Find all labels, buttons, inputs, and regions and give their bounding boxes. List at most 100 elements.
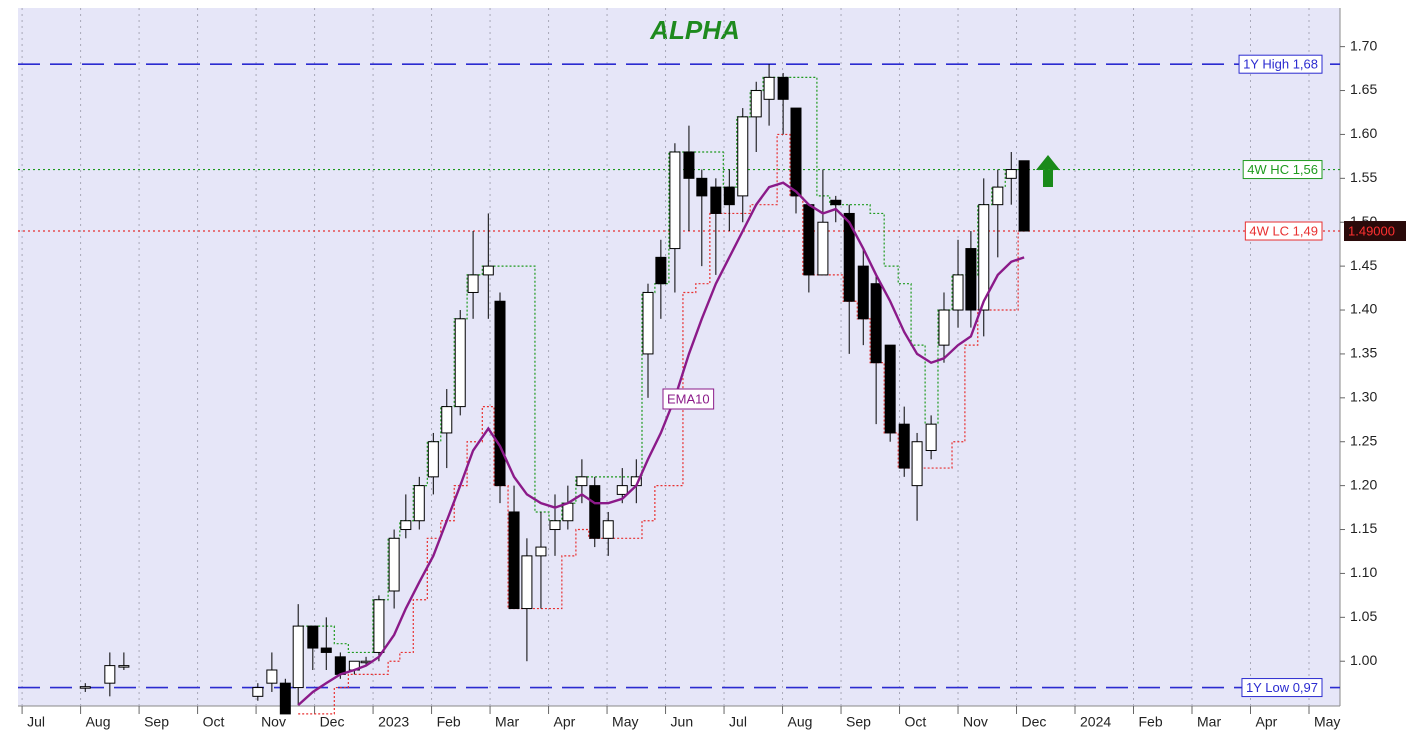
x-tick-label: Feb xyxy=(437,714,461,730)
candle-body xyxy=(307,625,319,649)
x-tick-label: Jul xyxy=(27,714,45,730)
x-tick-label: Feb xyxy=(1139,714,1163,730)
series-label-box xyxy=(662,388,715,410)
x-tick-label: Aug xyxy=(788,714,813,730)
candle-body xyxy=(373,599,385,653)
up-arrow xyxy=(1036,155,1060,187)
candle-body xyxy=(790,107,802,197)
y-tick-label: 1.00 xyxy=(1350,652,1377,668)
y-tick-label: 1.30 xyxy=(1350,389,1377,405)
y-tick-label: 1.40 xyxy=(1350,301,1377,317)
x-tick-label: 2023 xyxy=(378,714,409,730)
x-tick-label: Dec xyxy=(320,714,345,730)
candle-body xyxy=(777,76,789,100)
y-tick-label: 1.45 xyxy=(1350,257,1377,273)
series-label-text: EMA10 xyxy=(667,391,710,406)
reference-label-text: 4W LC 1,49 xyxy=(1249,223,1318,238)
reference-label: 1Y Low 0,97 xyxy=(1241,678,1323,698)
y-tick-label: 1.10 xyxy=(1350,564,1377,580)
x-tick-label: Mar xyxy=(495,714,519,730)
y-tick-label: 1.55 xyxy=(1350,169,1377,185)
candle-body xyxy=(763,76,775,100)
candle-body xyxy=(441,406,453,434)
y-tick-label: 1.70 xyxy=(1350,37,1377,53)
candle-body xyxy=(925,423,937,452)
candle-body xyxy=(292,625,304,689)
candle-body xyxy=(817,221,829,276)
last-price-box xyxy=(1344,221,1406,242)
candle-body xyxy=(683,151,695,179)
ema-line xyxy=(297,181,1025,707)
candle-body xyxy=(992,186,1004,206)
candle-body xyxy=(884,344,896,434)
candle-body xyxy=(938,309,950,346)
y-tick-label: 1.25 xyxy=(1350,432,1377,448)
x-tick-label: Jun xyxy=(671,714,694,730)
candle-body xyxy=(857,265,869,320)
candle-body xyxy=(870,283,882,364)
reference-label: 4W LC 1,49 xyxy=(1244,221,1323,241)
chart-title: ALPHA xyxy=(649,15,740,45)
candle-body xyxy=(388,537,400,592)
candle-body xyxy=(454,318,466,408)
candle-body xyxy=(118,665,130,668)
candle-body xyxy=(334,656,346,675)
series-label: EMA10 xyxy=(662,388,715,410)
x-tick-label: Nov xyxy=(963,714,988,730)
candle-body xyxy=(427,441,439,478)
candle-body xyxy=(535,546,547,557)
x-tick-label: Nov xyxy=(261,714,286,730)
candle-body xyxy=(750,90,762,118)
candle-body xyxy=(279,682,291,715)
reference-label-text: 4W HC 1,56 xyxy=(1247,162,1318,177)
candle-body xyxy=(737,116,749,197)
candle-body xyxy=(266,669,278,684)
candle-body xyxy=(655,256,667,285)
candle-body xyxy=(104,665,116,684)
candle-body xyxy=(589,485,601,539)
candle-body xyxy=(521,555,533,610)
candle-body xyxy=(830,199,842,206)
candle-body xyxy=(413,485,425,522)
candle-body xyxy=(978,204,990,311)
candle-body xyxy=(549,520,561,531)
candle-body xyxy=(508,511,520,610)
candle-body xyxy=(602,520,614,539)
candle-body xyxy=(965,248,977,311)
candle-body xyxy=(669,151,681,250)
candle-body xyxy=(562,502,574,522)
candle-body xyxy=(911,441,923,487)
candle-body xyxy=(723,186,735,206)
x-tick-label: Apr xyxy=(554,714,576,730)
x-tick-label: Mar xyxy=(1197,714,1221,730)
candle-body xyxy=(400,520,412,531)
x-tick-label: Oct xyxy=(203,714,225,730)
candle-body xyxy=(642,291,654,355)
reference-label-text: 1Y High 1,68 xyxy=(1243,57,1318,72)
x-tick-label: Aug xyxy=(86,714,111,730)
reference-label-box xyxy=(1238,54,1323,74)
candle-body xyxy=(1005,169,1017,179)
candle-body xyxy=(576,476,588,487)
band-line xyxy=(298,133,1025,715)
x-tick-label: Sep xyxy=(144,714,169,730)
x-tick-label: May xyxy=(1314,714,1340,730)
reference-label-box xyxy=(1244,221,1323,241)
candle-body xyxy=(320,647,332,653)
y-tick-label: 1.65 xyxy=(1350,81,1377,97)
candle-body xyxy=(252,687,264,697)
reference-label-box xyxy=(1241,678,1323,698)
candle-body xyxy=(710,186,722,214)
x-tick-label: Sep xyxy=(846,714,871,730)
candle-body xyxy=(843,212,855,302)
reference-label: 1Y High 1,68 xyxy=(1238,54,1323,74)
y-tick-label: 1.05 xyxy=(1350,608,1377,624)
candle-body xyxy=(696,177,708,197)
reference-label: 4W HC 1,56 xyxy=(1242,160,1323,180)
x-tick-label: 2024 xyxy=(1080,714,1111,730)
candle-body xyxy=(803,204,815,276)
candle-body xyxy=(616,485,628,495)
y-tick-label: 1.60 xyxy=(1350,125,1377,141)
x-tick-label: Jul xyxy=(729,714,747,730)
